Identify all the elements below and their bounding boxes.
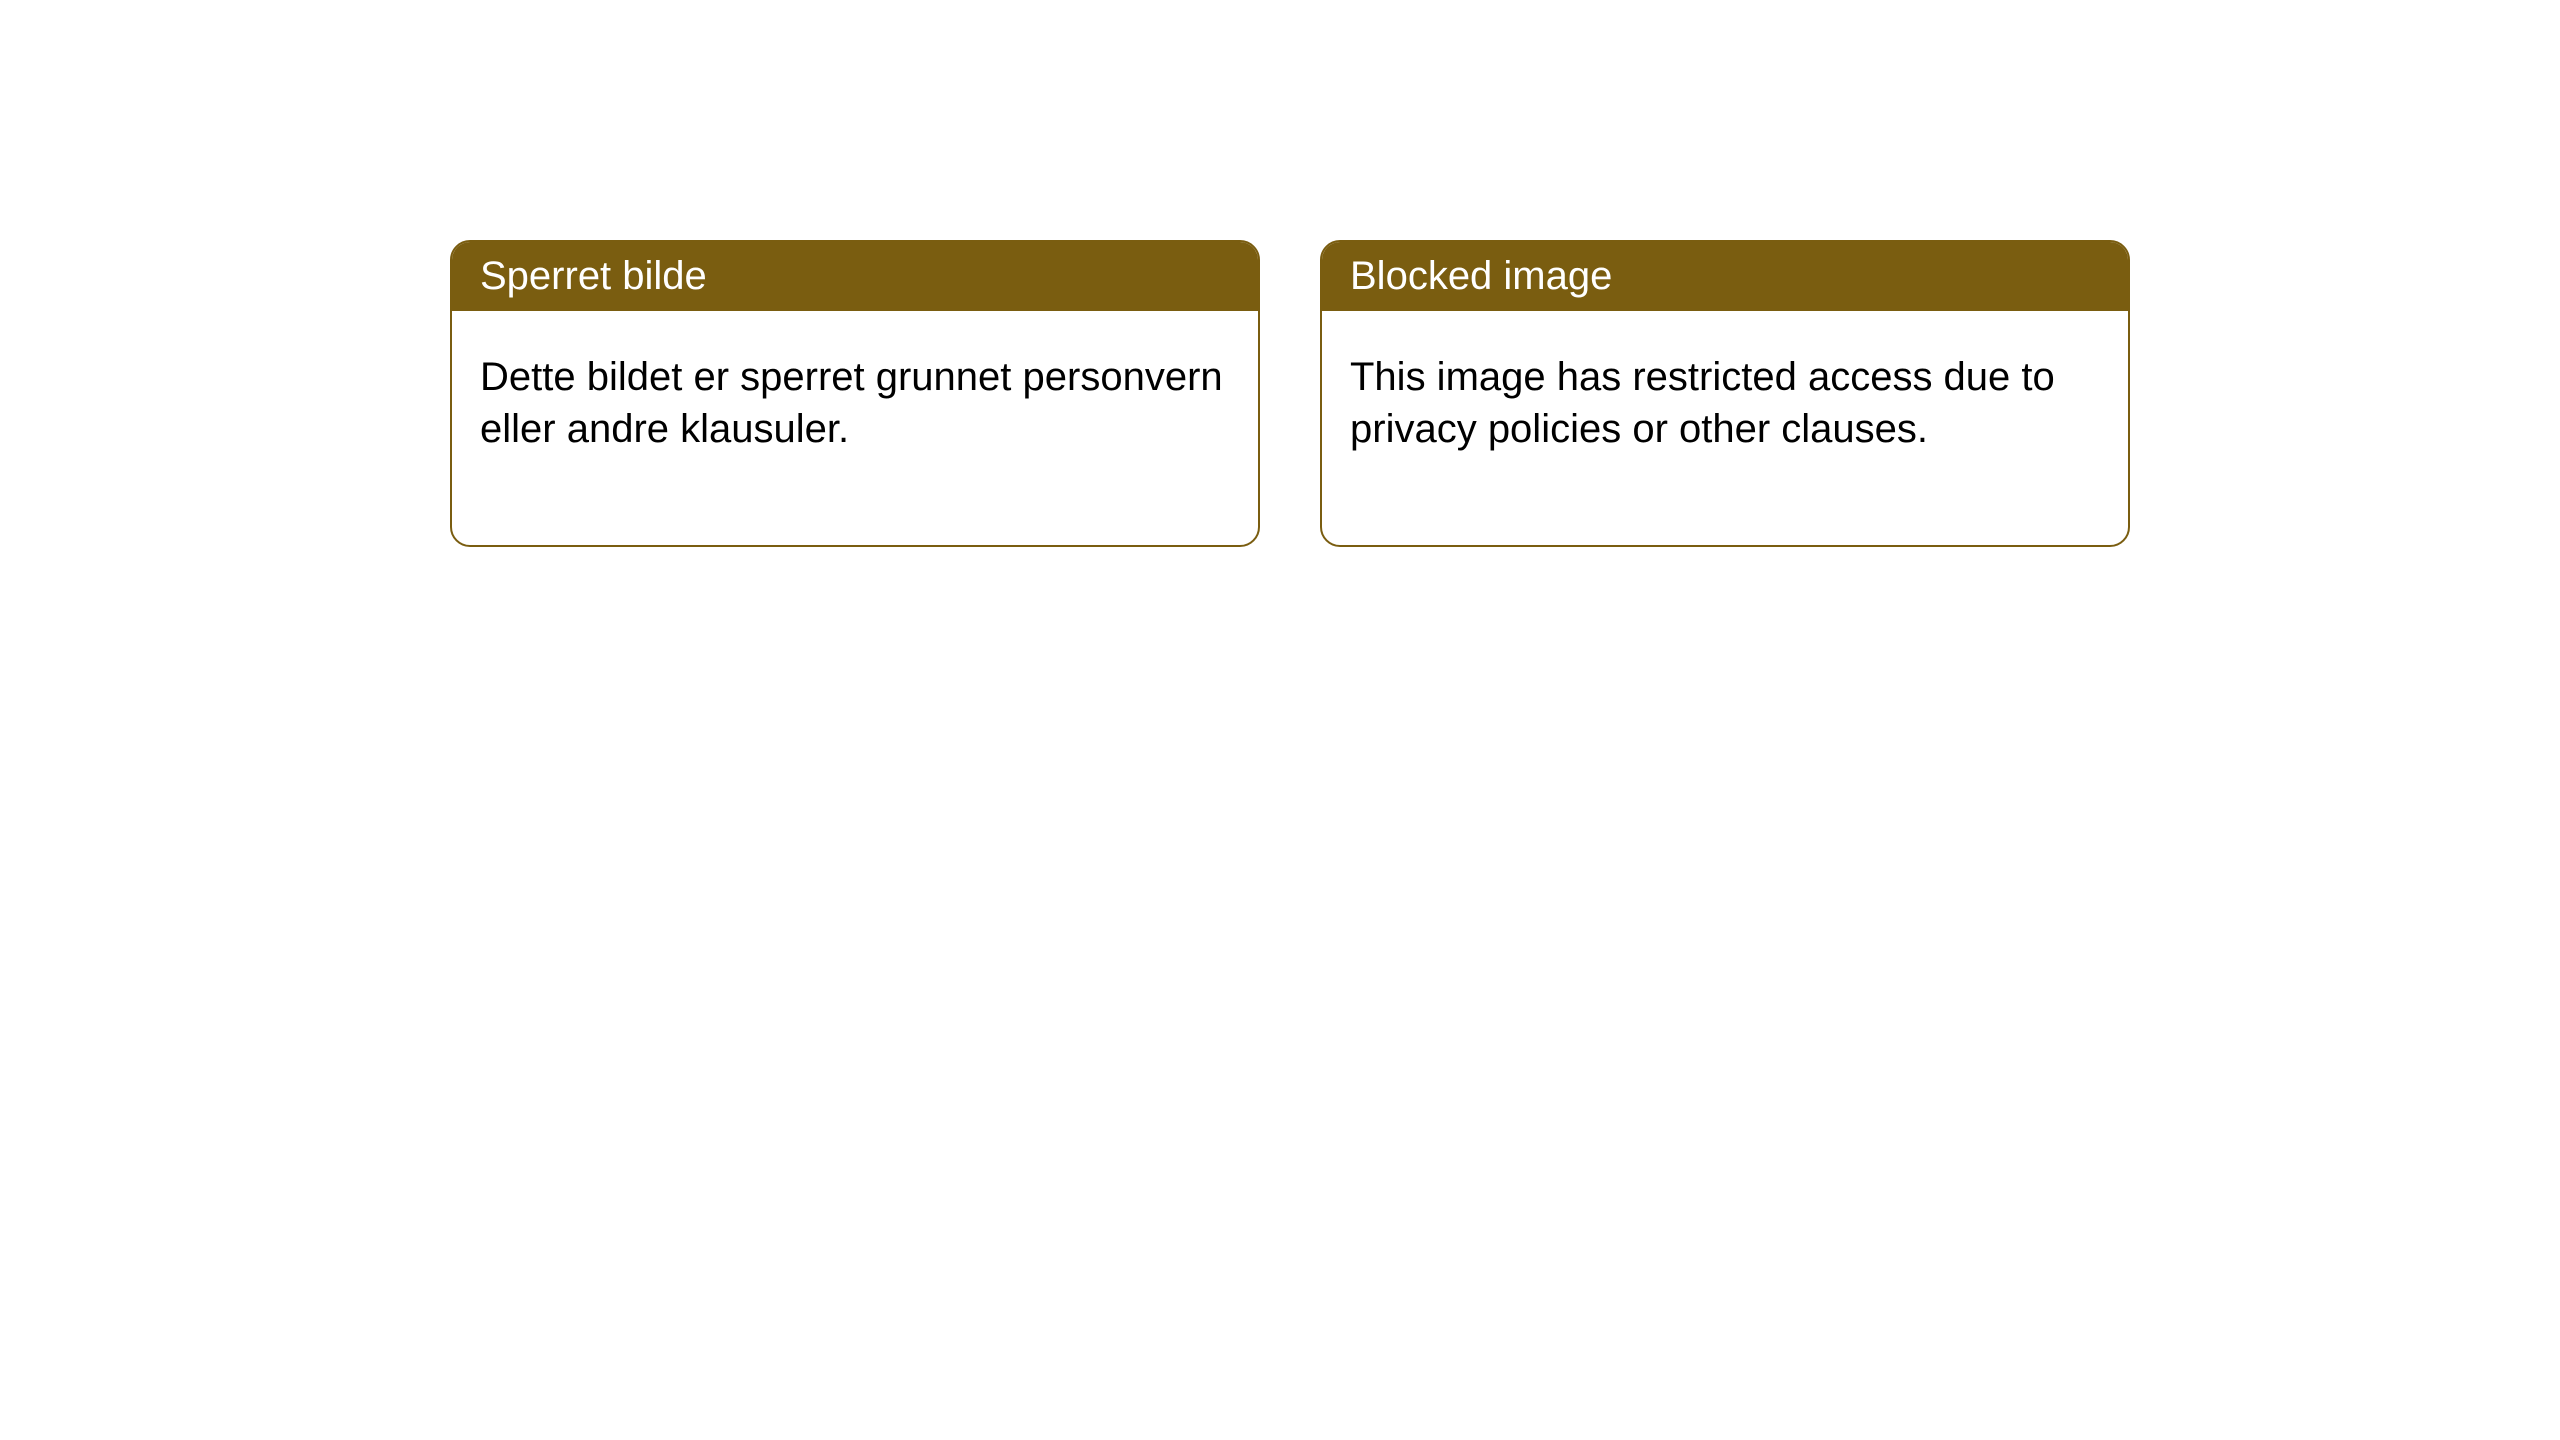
- card-header: Sperret bilde: [452, 242, 1258, 311]
- card-title: Sperret bilde: [480, 254, 707, 298]
- notice-cards-container: Sperret bilde Dette bildet er sperret gr…: [450, 240, 2130, 547]
- notice-card-norwegian: Sperret bilde Dette bildet er sperret gr…: [450, 240, 1260, 547]
- card-body-text: Dette bildet er sperret grunnet personve…: [480, 355, 1223, 451]
- card-title: Blocked image: [1350, 254, 1612, 298]
- card-body: Dette bildet er sperret grunnet personve…: [452, 311, 1258, 545]
- card-body: This image has restricted access due to …: [1322, 311, 2128, 545]
- notice-card-english: Blocked image This image has restricted …: [1320, 240, 2130, 547]
- card-header: Blocked image: [1322, 242, 2128, 311]
- card-body-text: This image has restricted access due to …: [1350, 355, 2055, 451]
